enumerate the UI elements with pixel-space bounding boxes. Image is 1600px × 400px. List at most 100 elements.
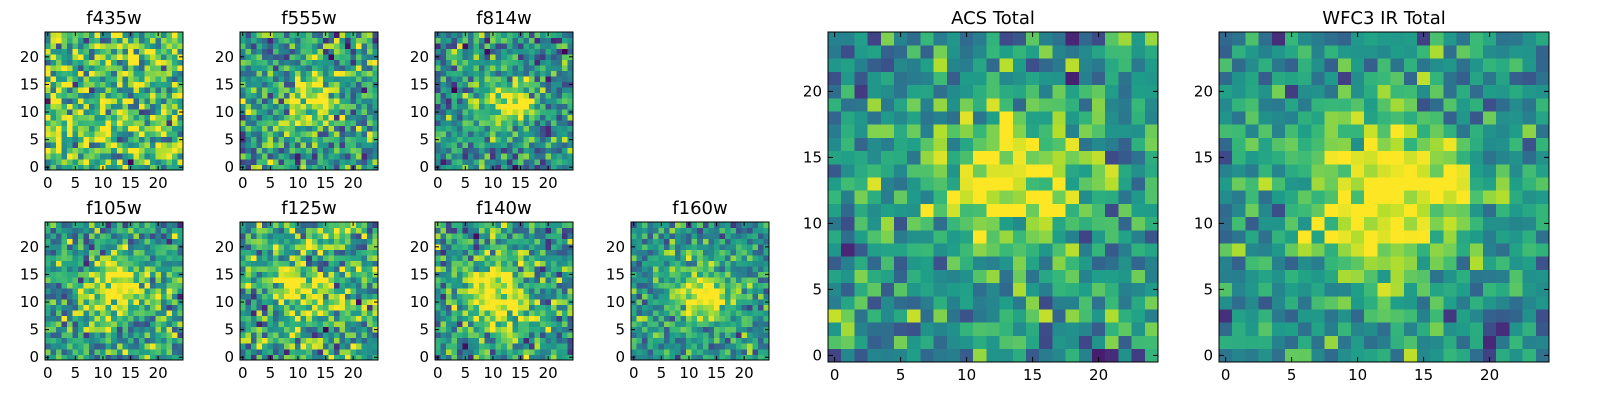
heatmap-cell	[78, 92, 84, 99]
heatmap-cell	[284, 326, 290, 333]
heatmap-cell	[440, 244, 447, 250]
heatmap-cell	[138, 310, 145, 317]
heatmap-cell	[166, 32, 173, 38]
heatmap-cell	[138, 92, 145, 99]
heatmap-cell	[300, 332, 307, 339]
heatmap-cell	[490, 114, 497, 121]
heatmap-cell	[333, 255, 340, 261]
heatmap-cell	[763, 255, 770, 261]
heatmap-cell	[50, 343, 57, 350]
heatmap-cell	[490, 288, 497, 295]
heatmap-cell	[344, 76, 351, 82]
axes-frame	[44, 221, 184, 361]
heatmap-cell	[658, 326, 665, 333]
heatmap-cell	[446, 233, 452, 239]
heatmap-cell	[653, 299, 659, 306]
heatmap-cell	[339, 32, 346, 38]
heatmap-cell	[160, 271, 167, 278]
heatmap-cell	[116, 98, 123, 105]
heatmap-cell	[339, 147, 346, 154]
heatmap-cell	[67, 59, 73, 66]
heatmap-cell	[735, 244, 742, 250]
y-tick-label: 0	[615, 348, 625, 366]
heatmap-cell	[311, 158, 318, 165]
heatmap-cell	[1144, 216, 1159, 231]
heatmap-cell	[83, 109, 90, 116]
heatmap-cell	[50, 233, 57, 239]
heatmap-cell	[127, 125, 134, 132]
heatmap-cell	[171, 54, 178, 60]
heatmap-cell	[1039, 216, 1053, 231]
heatmap-cell	[534, 299, 541, 306]
heatmap-cell	[127, 282, 134, 289]
heatmap-cell	[300, 288, 307, 295]
heatmap-cell	[273, 354, 279, 361]
heatmap-cell	[501, 120, 508, 127]
heatmap-cell	[658, 244, 665, 250]
heatmap-cell	[462, 332, 469, 339]
heatmap-cell	[94, 255, 101, 261]
heatmap-cell	[713, 337, 720, 344]
heatmap-cell	[166, 158, 173, 165]
heatmap-cell	[149, 98, 156, 105]
heatmap-cell	[1065, 282, 1080, 297]
heatmap-cell	[561, 293, 568, 300]
heatmap-cell	[262, 158, 268, 165]
heatmap-cell	[328, 70, 335, 77]
heatmap-cell	[295, 65, 302, 71]
heatmap-cell	[680, 227, 687, 234]
heatmap-cell	[177, 65, 184, 71]
heatmap-cell	[746, 310, 753, 317]
heatmap-cell	[372, 260, 379, 267]
heatmap-cell	[328, 37, 335, 44]
heatmap-cell	[133, 277, 140, 284]
heatmap-cell	[528, 98, 535, 105]
heatmap-cell	[127, 227, 134, 234]
heatmap-cell	[647, 277, 654, 284]
heatmap-cell	[284, 114, 290, 121]
heatmap-cell	[642, 354, 648, 361]
heatmap-cell	[867, 335, 882, 350]
heatmap-cell	[1039, 322, 1053, 336]
heatmap-cell	[372, 332, 379, 339]
heatmap-cell	[72, 43, 79, 49]
heatmap-cell	[155, 244, 162, 250]
heatmap-cell	[719, 337, 726, 344]
heatmap-cell	[133, 158, 140, 165]
heatmap-cell	[686, 249, 693, 256]
heatmap-cell	[435, 337, 441, 344]
heatmap-cell	[67, 310, 73, 317]
heatmap-cell	[61, 227, 68, 234]
heatmap-cell	[177, 304, 184, 311]
heatmap-cell	[355, 348, 362, 355]
heatmap-cell	[122, 109, 129, 116]
heatmap-cell	[306, 222, 313, 228]
heatmap-cell	[1065, 216, 1080, 231]
heatmap-cell	[251, 238, 257, 245]
heatmap-cell	[523, 48, 530, 55]
heatmap-cell	[256, 81, 263, 88]
heatmap-cell	[534, 343, 541, 350]
heatmap-cell	[317, 310, 324, 317]
heatmap-cell	[56, 87, 62, 94]
heatmap-cell	[724, 255, 731, 261]
heatmap-cell	[149, 326, 156, 333]
heatmap-cell	[155, 310, 162, 317]
heatmap-cell	[306, 304, 313, 311]
heatmap-cell	[539, 343, 546, 350]
heatmap-cell	[149, 120, 156, 127]
heatmap-cell	[105, 227, 112, 234]
heatmap-cell	[160, 153, 167, 160]
heatmap-cell	[144, 348, 151, 355]
heatmap-cell	[686, 277, 693, 284]
heatmap-cell	[366, 249, 373, 256]
heatmap-cell	[702, 244, 709, 250]
heatmap-cell	[300, 260, 307, 267]
heatmap-cell	[446, 310, 452, 317]
heatmap-cell	[171, 244, 178, 250]
heatmap-cell	[50, 114, 57, 121]
heatmap-cell	[501, 337, 508, 344]
heatmap-cell	[479, 326, 485, 333]
heatmap-cell	[752, 238, 759, 245]
heatmap-cell	[339, 114, 346, 121]
